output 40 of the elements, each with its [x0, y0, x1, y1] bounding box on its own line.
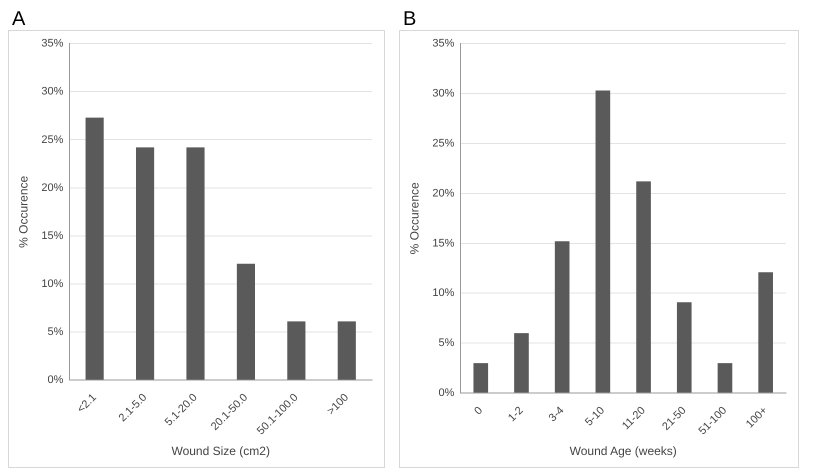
- y-tick-label: 25%: [41, 134, 64, 146]
- y-tick-label: 20%: [432, 187, 455, 200]
- x-axis-title: Wound Age (weeks): [570, 444, 677, 458]
- bar: [758, 272, 773, 393]
- y-tick-label: 10%: [41, 278, 64, 290]
- y-axis-title: % Occurence: [408, 182, 422, 254]
- y-tick-label: 30%: [41, 86, 64, 98]
- bar: [136, 147, 154, 380]
- chart-title: B: [402, 8, 418, 30]
- y-tick-label: 15%: [432, 237, 455, 250]
- x-tick-label: 3-4: [546, 404, 566, 424]
- bar: [86, 118, 104, 380]
- bar: [338, 321, 356, 380]
- bar: [473, 363, 488, 393]
- y-tick-label: 0%: [48, 374, 64, 386]
- y-tick-label: 25%: [432, 137, 455, 150]
- y-tick-label: 35%: [41, 38, 64, 50]
- x-tick-label: 0: [472, 404, 486, 418]
- y-tick-label: 5%: [48, 326, 64, 338]
- y-tick-label: 0%: [438, 387, 455, 400]
- y-axis-title: % Occurence: [16, 175, 31, 248]
- bar: [676, 302, 692, 393]
- x-tick-label: 1-2: [506, 404, 526, 424]
- bar: [236, 264, 255, 380]
- chart-title: A: [11, 8, 26, 30]
- bar: [186, 147, 205, 380]
- y-tick-label: 15%: [41, 230, 64, 242]
- bar: [554, 241, 570, 393]
- bar: [287, 321, 306, 380]
- bar: [636, 181, 651, 393]
- y-tick-label: 5%: [438, 337, 455, 350]
- x-axis-title: Wound Size (cm2): [171, 444, 270, 458]
- bar: [596, 90, 610, 393]
- y-tick-label: 35%: [432, 38, 455, 50]
- y-tick-label: 20%: [41, 182, 64, 194]
- bar: [718, 363, 732, 393]
- x-tick-label: <2.1: [75, 392, 99, 416]
- y-tick-label: 30%: [432, 88, 455, 100]
- bar: [514, 333, 529, 393]
- y-tick-label: 10%: [432, 287, 455, 300]
